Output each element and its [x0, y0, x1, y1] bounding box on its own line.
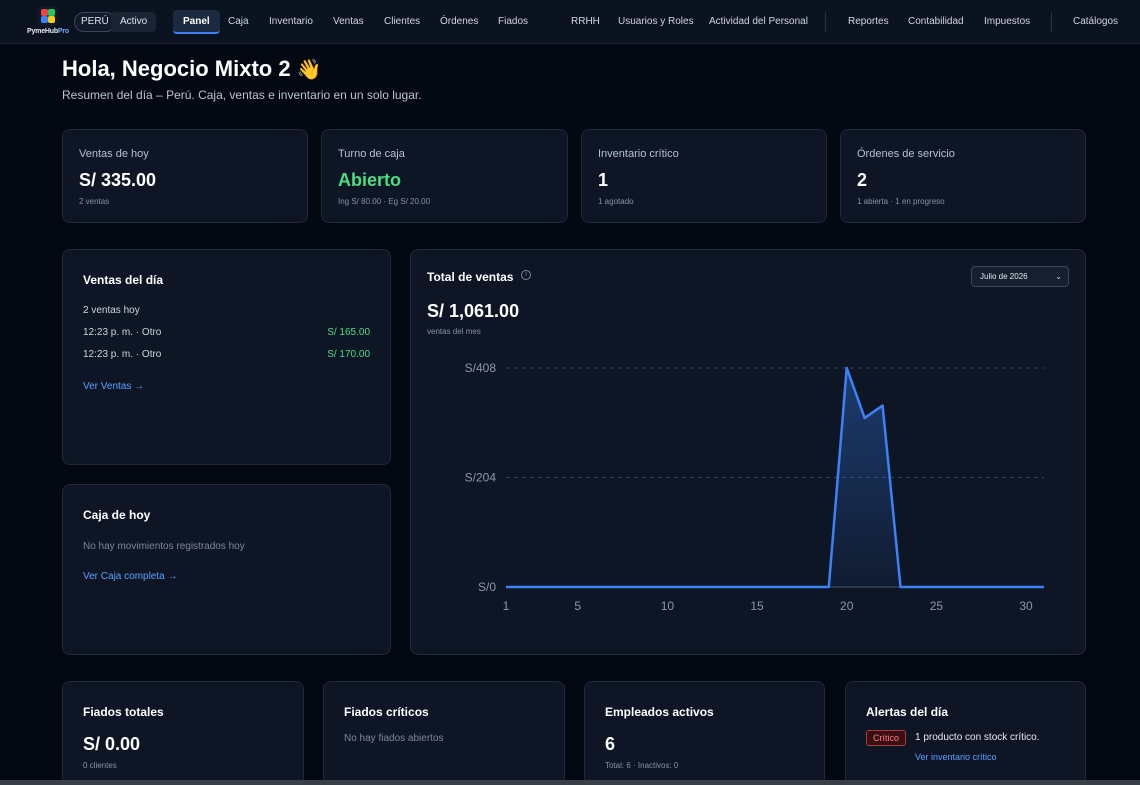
- ver-caja-link[interactable]: Ver Caja completa →: [83, 571, 178, 582]
- sale-row-amount: S/ 170.00: [327, 349, 370, 360]
- stat-label: Turno de caja: [338, 148, 405, 160]
- card-title: Ventas del día: [83, 273, 164, 287]
- x-tick-label: 1: [503, 599, 510, 613]
- stat-value: S/ 0.00: [83, 734, 141, 754]
- x-tick-label: 30: [1019, 599, 1033, 613]
- card-title: Empleados activos: [605, 705, 714, 719]
- fiados-totales-card: Fiados totales S/ 0.00 0 clientes: [62, 681, 304, 785]
- stat-card-ventas-hoy: Ventas de hoy S/ 335.00 2 ventas: [62, 129, 308, 223]
- card-title: Fiados totales: [83, 705, 164, 719]
- nav-clientes[interactable]: Clientes: [384, 16, 421, 27]
- card-title: Alertas del día: [866, 705, 949, 719]
- nav-panel[interactable]: Panel: [173, 10, 220, 34]
- card-title: Caja de hoy: [83, 508, 151, 522]
- nav-reportes[interactable]: Reportes: [848, 16, 889, 27]
- stat-label: Órdenes de servicio: [857, 148, 955, 160]
- nav-fiados[interactable]: Fiados: [498, 16, 529, 27]
- nav-impuestos[interactable]: Impuestos: [984, 16, 1031, 27]
- nav-caja[interactable]: Caja: [228, 16, 249, 27]
- series-line: [506, 366, 1044, 589]
- nav-ordenes[interactable]: Órdenes: [440, 16, 479, 27]
- ver-ventas-link[interactable]: Ver Ventas →: [83, 381, 145, 392]
- stat-card-turno-caja: Turno de caja Abierto Ing S/ 80.00 · Eg …: [321, 129, 568, 223]
- stat-sub: Total: 6 · Inactivos: 0: [605, 761, 679, 770]
- wave-emoji-icon: 👋: [296, 59, 322, 81]
- y-tick-label: S/408: [465, 361, 497, 375]
- x-tick-label: 10: [661, 599, 675, 613]
- sale-row-time: 12:23 p. m. · Otro: [83, 327, 162, 338]
- sale-row-time: 12:23 p. m. · Otro: [83, 349, 162, 360]
- stat-sub: 2 ventas: [79, 197, 110, 206]
- y-tick-label: S/204: [465, 471, 497, 485]
- nav-divider: [1051, 12, 1052, 32]
- nav-contabilidad[interactable]: Contabilidad: [908, 16, 964, 27]
- brand-logo-icon: [38, 6, 58, 26]
- nav-actividad-personal[interactable]: Actividad del Personal: [709, 16, 808, 27]
- y-tick-label: S/0: [478, 580, 496, 594]
- stat-sub: 0 clientes: [83, 761, 117, 770]
- country-pill[interactable]: PERÚ: [74, 12, 116, 32]
- stat-sub: Ing S/ 80.00 · Eg S/ 20.00: [338, 197, 431, 206]
- cash-today-card: Caja de hoy No hay movimientos registrad…: [62, 484, 391, 655]
- stat-sub: 1 agotado: [598, 197, 634, 206]
- empleados-activos-card: Empleados activos 6 Total: 6 · Inactivos…: [584, 681, 825, 785]
- nav-rrhh[interactable]: RRHH: [571, 16, 600, 27]
- month-select[interactable]: Julio de 2026 ⌄: [971, 266, 1069, 287]
- nav-usuarios-roles[interactable]: Usuarios y Roles: [618, 16, 694, 27]
- ver-inventario-critico-link[interactable]: Ver inventario crítico: [915, 752, 997, 762]
- empty-state: No hay movimientos registrados hoy: [83, 541, 245, 552]
- brand-logo[interactable]: PymeHubPro: [26, 6, 70, 35]
- alert-text: 1 producto con stock crítico.: [915, 732, 1040, 743]
- stat-value: Abierto: [338, 170, 401, 190]
- sales-day-card: Ventas del día 2 ventas hoy 12:23 p. m. …: [62, 249, 391, 465]
- page-subtitle: Resumen del día – Perú. Caja, ventas e i…: [62, 88, 422, 102]
- stat-sub: 1 abierta · 1 en progreso: [857, 197, 945, 206]
- stat-label: Ventas de hoy: [79, 148, 149, 160]
- total-sub: ventas del mes: [427, 327, 481, 336]
- total-amount: S/ 1,061.00: [427, 301, 520, 321]
- fiados-criticos-card: Fiados críticos No hay fiados abiertos: [323, 681, 565, 785]
- brand-name: PymeHubPro: [27, 28, 69, 35]
- stat-card-ordenes-servicio: Órdenes de servicio 2 1 abierta · 1 en p…: [840, 129, 1086, 223]
- stat-value: 2: [857, 170, 868, 190]
- page-title: Hola, Negocio Mixto 2 👋: [62, 56, 322, 81]
- stat-value: 1: [598, 170, 609, 190]
- alertas-dia-card: Alertas del día Crítico 1 producto con s…: [845, 681, 1086, 785]
- card-title: Total de ventas: [427, 270, 514, 284]
- total-sales-card: Total de ventas i Julio de 2026 ⌄ S/ 1,06…: [410, 249, 1086, 655]
- card-title: Fiados críticos: [344, 705, 429, 719]
- empty-state: No hay fiados abiertos: [344, 733, 444, 744]
- x-tick-label: 15: [750, 599, 764, 613]
- stat-card-inventario-critico: Inventario crítico 1 1 agotado: [581, 129, 827, 223]
- nav-ventas[interactable]: Ventas: [333, 16, 364, 27]
- x-tick-label: 25: [930, 599, 944, 613]
- x-tick-label: 5: [574, 599, 581, 613]
- horizontal-scrollbar[interactable]: [0, 780, 1140, 785]
- x-tick-label: 20: [840, 599, 854, 613]
- nav-divider: [825, 12, 826, 32]
- critical-badge: Crítico: [866, 730, 907, 746]
- chevron-down-icon: ⌄: [1055, 272, 1062, 281]
- top-nav: PymeHubPro PERÚ Activo Panel Caja Invent…: [0, 0, 1140, 44]
- sales-count: 2 ventas hoy: [83, 305, 140, 316]
- stat-label: Inventario crítico: [598, 148, 679, 160]
- status-pill: Activo: [111, 12, 157, 32]
- nav-inventario[interactable]: Inventario: [269, 16, 313, 27]
- stat-value: S/ 335.00: [79, 170, 157, 190]
- stat-value: 6: [605, 734, 616, 754]
- nav-catalogos[interactable]: Catálogos: [1073, 16, 1119, 27]
- info-icon[interactable]: i: [521, 270, 531, 280]
- sale-row-amount: S/ 165.00: [327, 327, 370, 338]
